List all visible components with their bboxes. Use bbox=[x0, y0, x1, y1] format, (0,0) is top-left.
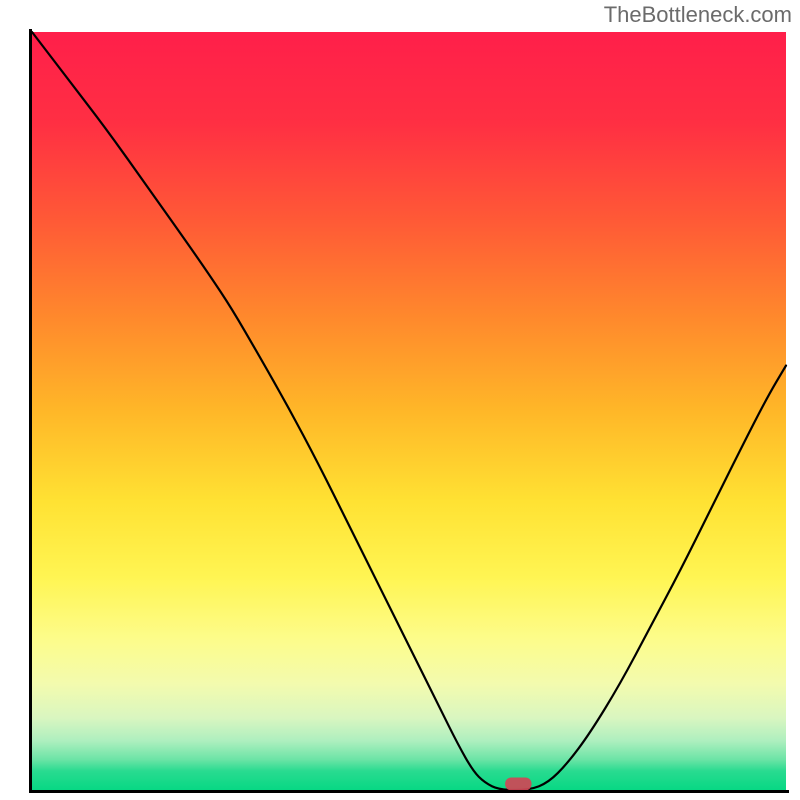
watermark-text: TheBottleneck.com bbox=[604, 2, 792, 28]
bottleneck-chart bbox=[0, 0, 800, 800]
optimal-marker bbox=[505, 777, 531, 790]
chart-container: TheBottleneck.com bbox=[0, 0, 800, 800]
gradient-background bbox=[32, 32, 786, 790]
